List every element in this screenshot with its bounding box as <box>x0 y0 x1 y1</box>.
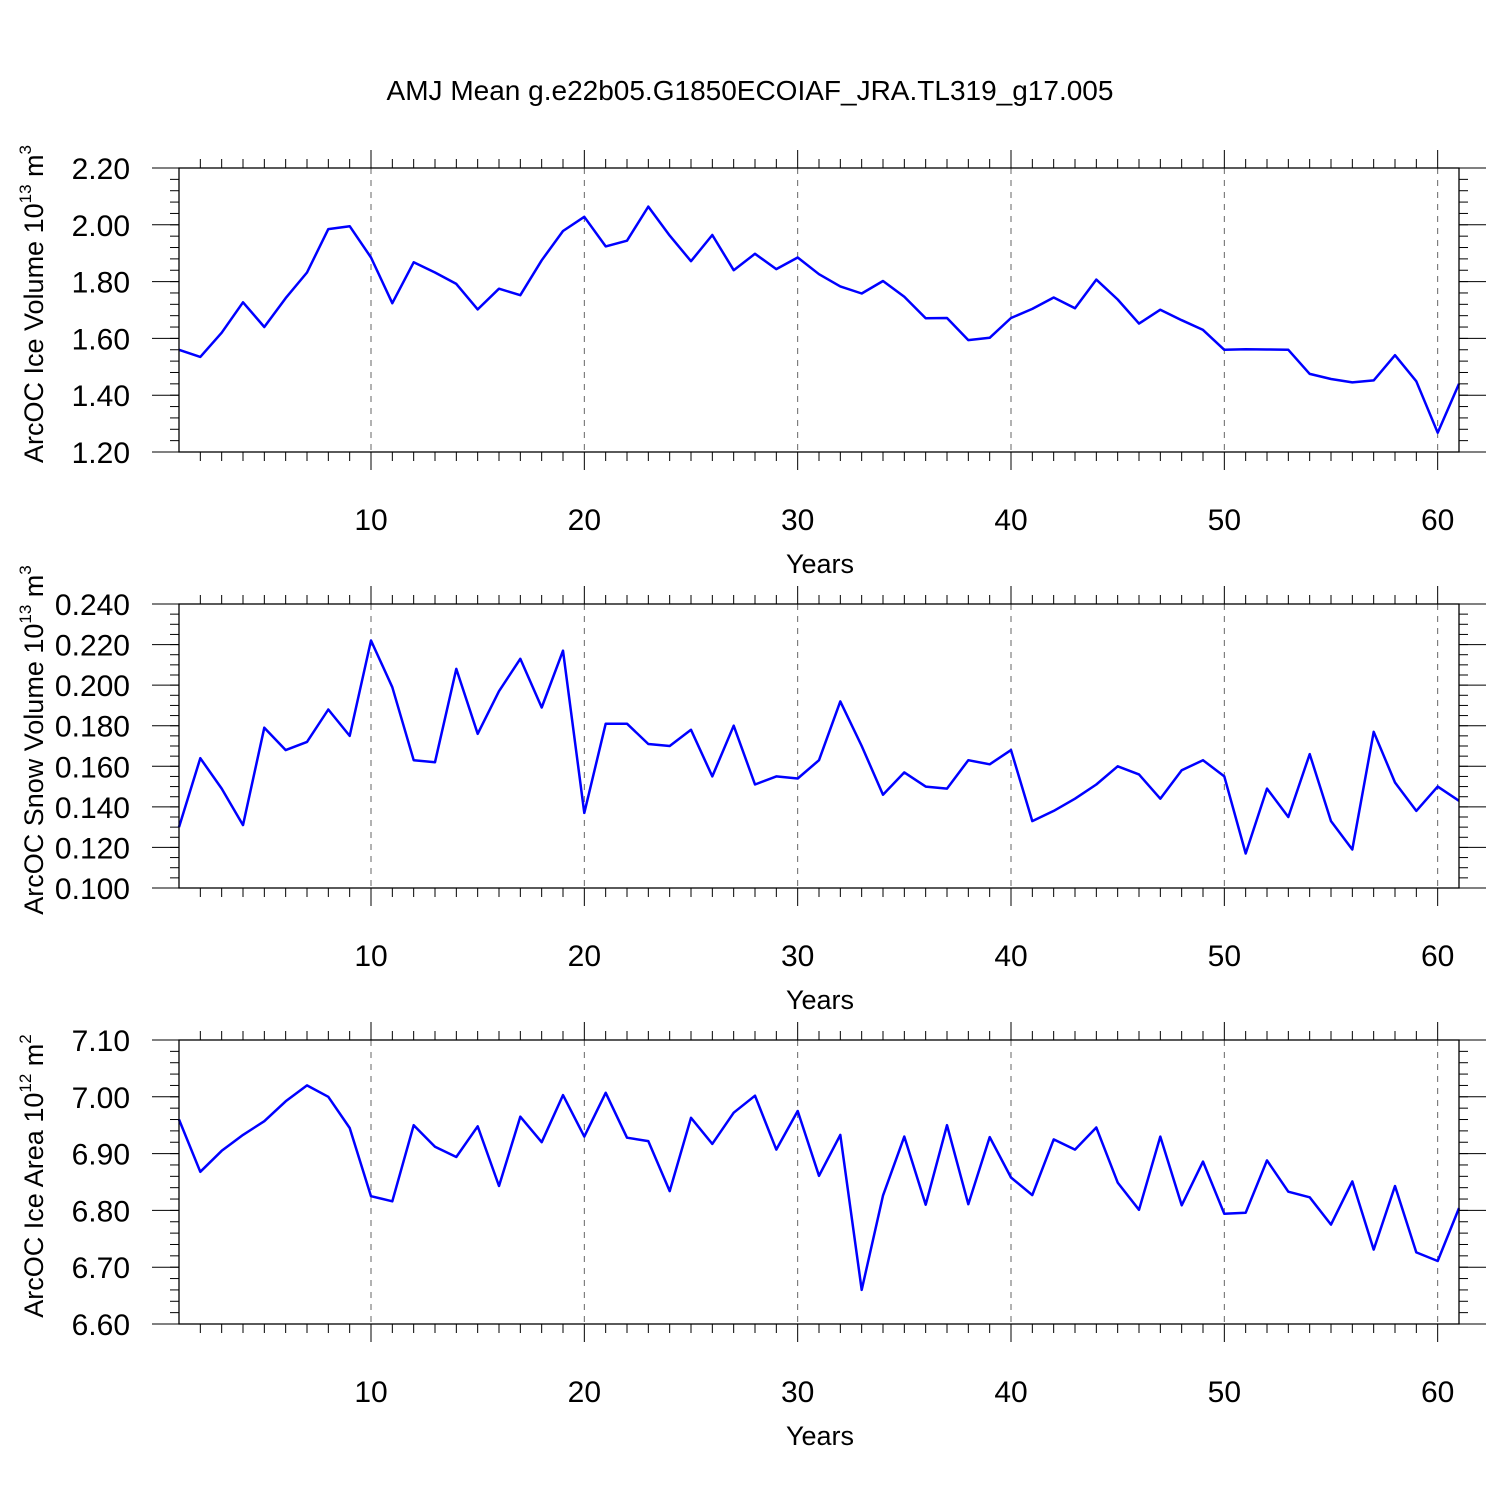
y-tick-label: 6.60 <box>72 1309 130 1342</box>
x-tick-label: 10 <box>354 940 387 973</box>
y-tick-label: 0.220 <box>55 630 130 663</box>
plot-frame <box>178 167 1460 453</box>
y-tick-label: 7.00 <box>72 1082 130 1115</box>
x-tick-label: 50 <box>1208 940 1241 973</box>
y-tick-label: 6.90 <box>72 1139 130 1172</box>
data-series-line <box>177 639 1460 855</box>
x-tick-label: 40 <box>994 1376 1027 1409</box>
x-tick-label: 50 <box>1208 1376 1241 1409</box>
y-axis-title-text: ArcOC Ice Area 10 <box>19 1093 49 1318</box>
y-tick-label: 7.10 <box>72 1025 130 1058</box>
y-axis-title-exponent: 12 <box>16 1074 35 1093</box>
x-tick-label: 60 <box>1421 504 1454 537</box>
y-axis-title-exponent: 13 <box>16 184 35 203</box>
y-axis-title-text: ArcOC Ice Volume 10 <box>19 203 49 463</box>
y-axis-title-unit-exponent: 3 <box>16 145 35 154</box>
y-tick-label: 6.80 <box>72 1195 130 1228</box>
y-tick-label: 0.240 <box>55 589 130 622</box>
y-axis-title-unit-exponent: 2 <box>16 1034 35 1043</box>
x-tick-label: 50 <box>1208 504 1241 537</box>
x-tick-label: 30 <box>781 1376 814 1409</box>
x-tick-label: 20 <box>568 1376 601 1409</box>
y-tick-label: 0.180 <box>55 711 130 744</box>
y-axis-title: ArcOC Snow Volume 1013 m3 <box>16 565 49 915</box>
plot-frame <box>178 1039 1460 1325</box>
x-axis-title: Years <box>786 549 854 579</box>
y-tick-label: 2.00 <box>72 210 130 243</box>
y-tick-label: 0.120 <box>55 832 130 865</box>
x-tick-label: 30 <box>781 940 814 973</box>
x-axis-title: Years <box>786 1421 854 1451</box>
y-tick-label: 0.100 <box>55 873 130 906</box>
y-tick-label: 2.20 <box>72 153 130 186</box>
x-tick-label: 20 <box>568 940 601 973</box>
x-tick-label: 10 <box>354 504 387 537</box>
x-tick-label: 10 <box>354 1376 387 1409</box>
y-axis-title: ArcOC Ice Area 1012 m2 <box>16 1034 49 1318</box>
y-tick-label: 0.200 <box>55 670 130 703</box>
data-series-line <box>177 1084 1461 1292</box>
y-axis-title-unit-exponent: 3 <box>16 565 35 574</box>
x-tick-label: 20 <box>568 504 601 537</box>
y-tick-label: 6.70 <box>72 1252 130 1285</box>
ice-volume-panel: 10 20 30 40 50 60 1.20 1.40 1.60 1.80 2.00 2.20 Year… <box>16 145 1486 579</box>
y-tick-label: 1.80 <box>72 267 130 300</box>
y-axis-title-text: ArcOC Snow Volume 10 <box>19 624 49 915</box>
y-axis-title-unit: m <box>19 154 49 184</box>
snow-volume-panel: 10 20 30 40 50 60 0.100 0.120 0.140 0.160 0.180 0.2… <box>16 565 1486 1015</box>
y-tick-label: 1.20 <box>72 437 130 470</box>
x-tick-label: 40 <box>994 940 1027 973</box>
y-tick-label: 0.140 <box>55 792 130 825</box>
x-tick-label: 40 <box>994 504 1027 537</box>
x-tick-label: 30 <box>781 504 814 537</box>
y-axis-title-exponent: 13 <box>16 605 35 624</box>
x-tick-label: 60 <box>1421 1376 1454 1409</box>
y-axis-title-unit: m <box>19 575 49 605</box>
data-series-line <box>178 205 1461 434</box>
plot-frame <box>178 603 1460 889</box>
x-tick-label: 60 <box>1421 940 1454 973</box>
y-tick-label: 1.60 <box>72 323 130 356</box>
y-tick-label: 0.160 <box>55 751 130 784</box>
chart-title: AMJ Mean g.e22b05.G1850ECOIAF_JRA.TL319_… <box>387 75 1114 106</box>
y-axis-title-unit: m <box>19 1044 49 1074</box>
x-axis-title: Years <box>786 985 854 1015</box>
y-tick-label: 1.40 <box>72 380 130 413</box>
ice-area-panel: 10 20 30 40 50 60 6.60 6.70 6.80 6.90 7.00 7.10 Year… <box>16 1022 1486 1451</box>
y-axis-title: ArcOC Ice Volume 1013 m3 <box>16 145 49 463</box>
